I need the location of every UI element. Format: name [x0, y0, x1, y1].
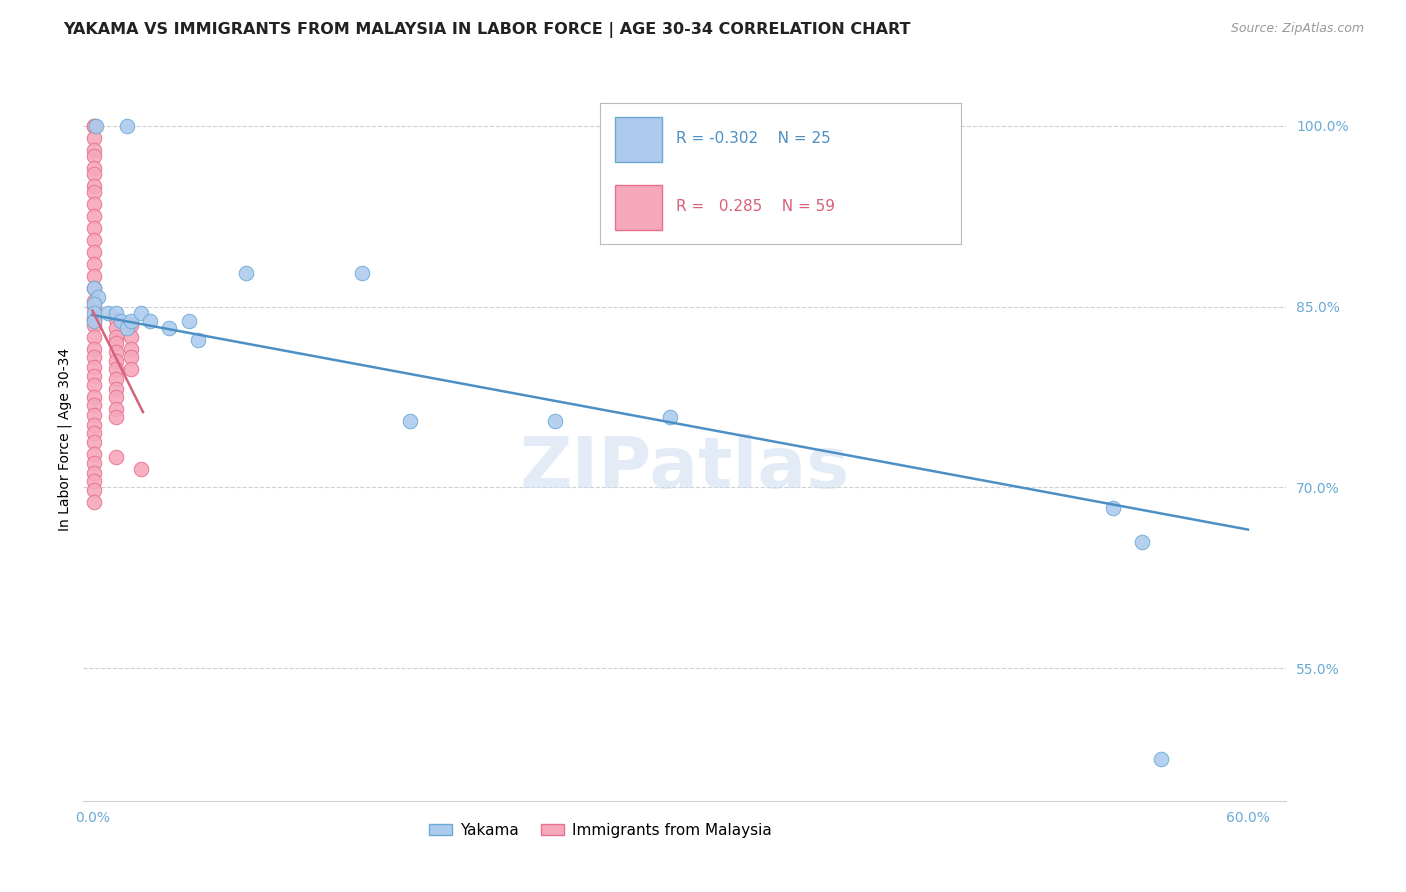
Point	[104, 382, 127, 396]
Point	[83, 311, 105, 326]
Point	[83, 245, 105, 260]
Point	[83, 466, 105, 480]
Point	[177, 314, 200, 328]
Text: Source: ZipAtlas.com: Source: ZipAtlas.com	[1230, 22, 1364, 36]
Point	[83, 300, 105, 314]
Point	[104, 390, 127, 404]
Point	[83, 314, 105, 328]
Point	[104, 402, 127, 417]
Point	[83, 149, 105, 163]
Text: ZIPatlas: ZIPatlas	[520, 434, 849, 502]
Point	[83, 318, 105, 332]
Point	[83, 398, 105, 412]
Point	[83, 434, 105, 449]
Point	[83, 161, 105, 175]
Point	[399, 414, 422, 428]
Point	[83, 390, 105, 404]
Point	[87, 290, 110, 304]
Point	[83, 178, 105, 193]
Point	[1102, 500, 1125, 515]
Point	[83, 417, 105, 432]
Point	[83, 378, 105, 392]
Point	[83, 329, 105, 343]
Point	[235, 266, 257, 280]
Point	[104, 450, 127, 465]
Point	[120, 342, 142, 356]
Point	[543, 414, 565, 428]
Point	[83, 221, 105, 235]
Point	[129, 462, 152, 476]
Legend: Yakama, Immigrants from Malaysia: Yakama, Immigrants from Malaysia	[423, 817, 778, 844]
Point	[83, 350, 105, 364]
Point	[83, 408, 105, 422]
Point	[83, 185, 105, 199]
Y-axis label: In Labor Force | Age 30-34: In Labor Force | Age 30-34	[58, 348, 72, 531]
Point	[83, 475, 105, 489]
Point	[659, 410, 682, 425]
Point	[139, 314, 162, 328]
Point	[110, 314, 132, 328]
Point	[104, 345, 127, 359]
Point	[83, 456, 105, 470]
Point	[1150, 752, 1173, 766]
Point	[83, 447, 105, 461]
Point	[83, 269, 105, 284]
Point	[83, 495, 105, 509]
Point	[104, 321, 127, 335]
Point	[83, 426, 105, 441]
Point	[83, 143, 105, 157]
Point	[120, 362, 142, 376]
Point	[104, 362, 127, 376]
Point	[104, 311, 127, 326]
Point	[83, 311, 105, 326]
Point	[83, 369, 105, 384]
Text: YAKAMA VS IMMIGRANTS FROM MALAYSIA IN LABOR FORCE | AGE 30-34 CORRELATION CHART: YAKAMA VS IMMIGRANTS FROM MALAYSIA IN LA…	[63, 22, 911, 38]
Point	[104, 329, 127, 343]
Point	[83, 209, 105, 223]
Point	[83, 119, 105, 133]
Point	[83, 233, 105, 247]
Point	[104, 353, 127, 368]
Point	[83, 359, 105, 374]
Point	[83, 130, 105, 145]
Point	[84, 119, 107, 133]
Point	[83, 167, 105, 181]
Point	[1130, 534, 1153, 549]
Point	[120, 318, 142, 332]
Point	[159, 321, 181, 335]
Point	[104, 410, 127, 425]
Point	[83, 483, 105, 497]
Point	[115, 119, 138, 133]
Point	[83, 119, 105, 133]
Point	[352, 266, 374, 280]
Point	[83, 281, 105, 295]
Point	[83, 297, 105, 311]
Point	[83, 281, 105, 295]
Point	[83, 257, 105, 271]
Point	[83, 305, 105, 319]
Point	[120, 350, 142, 364]
Point	[83, 293, 105, 308]
Point	[187, 333, 209, 347]
Point	[104, 305, 127, 319]
Point	[115, 321, 138, 335]
Point	[129, 305, 152, 319]
Point	[97, 305, 120, 319]
Point	[104, 372, 127, 386]
Point	[83, 342, 105, 356]
Point	[120, 314, 142, 328]
Point	[83, 197, 105, 211]
Point	[120, 329, 142, 343]
Point	[104, 335, 127, 350]
